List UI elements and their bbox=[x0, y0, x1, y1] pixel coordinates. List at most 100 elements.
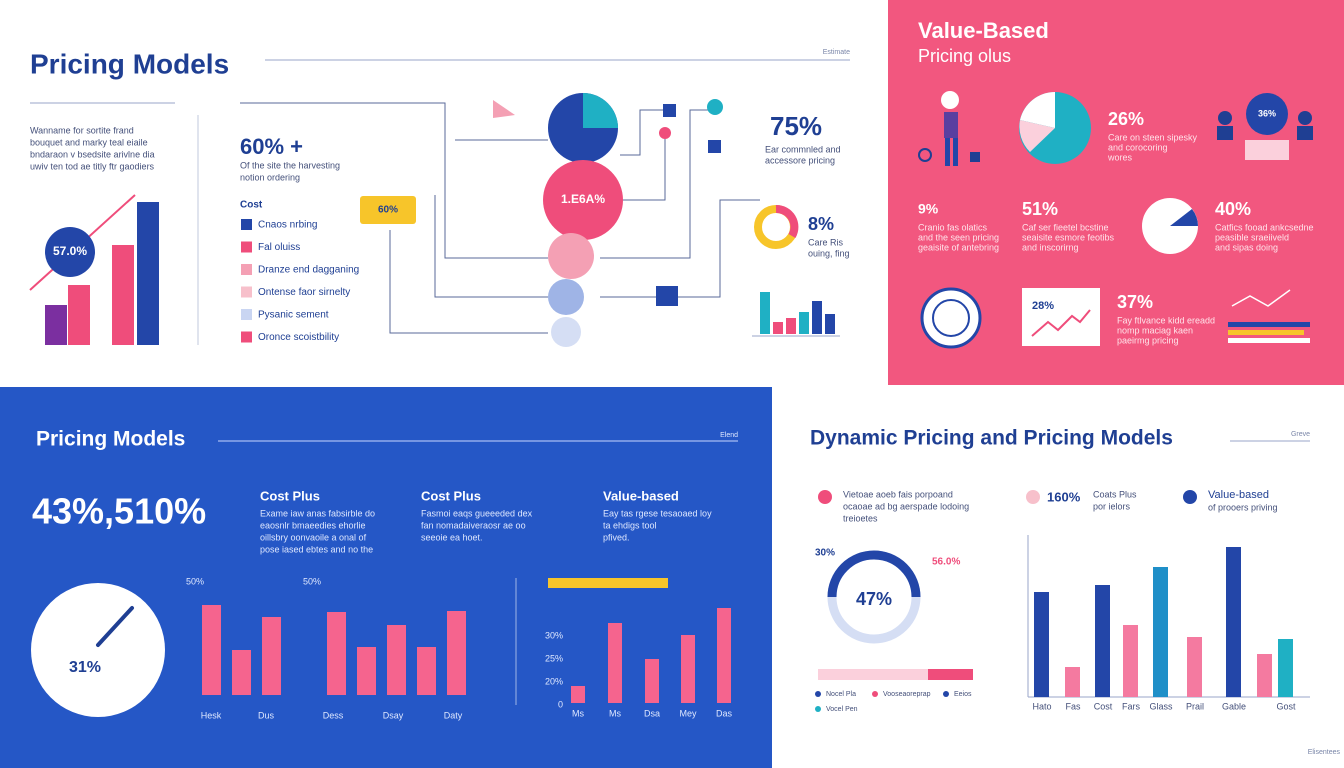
legend-dot bbox=[872, 691, 878, 697]
column-text: oillsbry oonvaoile a onal of bbox=[260, 532, 367, 542]
column-text: pfived. bbox=[603, 532, 630, 542]
node bbox=[663, 104, 676, 117]
legend: Cnaos nrbing Fal oluiss Dranze end daggani… bbox=[241, 219, 359, 343]
column-text: pose iased ebtes and no the bbox=[260, 544, 373, 554]
stack-icon bbox=[1228, 289, 1310, 343]
stat: 75% bbox=[770, 111, 822, 141]
column-text: seeoie ea hoet. bbox=[421, 532, 483, 542]
connectors bbox=[240, 102, 760, 334]
caption: Caf ser fieetel bcstine bbox=[1022, 222, 1109, 232]
progress bbox=[818, 669, 973, 680]
bar bbox=[387, 625, 406, 695]
legend-swatch bbox=[241, 309, 252, 320]
column-heading: Cost Plus bbox=[260, 488, 320, 503]
caption: and sipas doing bbox=[1215, 242, 1278, 252]
bar bbox=[262, 617, 281, 695]
bar-chart: Hato Fas Cost Fars Glass Prail Gable Gost bbox=[1032, 547, 1296, 711]
x-tick-label: Fars bbox=[1122, 701, 1141, 711]
pie-slice bbox=[1019, 120, 1055, 152]
tag: Estimate bbox=[823, 49, 850, 56]
icon bbox=[493, 100, 515, 118]
column-heading: Value-based bbox=[603, 488, 679, 503]
legend-swatch bbox=[241, 286, 252, 298]
column-text: Eay tas rgese tesaoaed loy bbox=[603, 508, 712, 518]
badge-label: 57.0% bbox=[53, 244, 87, 258]
column-heading: Cost Plus bbox=[421, 488, 481, 503]
intro: Wanname for sortite frand bouquet and mar… bbox=[30, 125, 155, 171]
x-tick-label: Dsay bbox=[383, 710, 404, 720]
bar bbox=[232, 650, 251, 695]
node bbox=[708, 140, 721, 153]
column-text: fan nomadaiveraosr ae oo bbox=[421, 520, 526, 530]
x-tick-label: Fas bbox=[1065, 701, 1081, 711]
caption: ouing, fing bbox=[808, 248, 850, 258]
bar bbox=[327, 612, 346, 695]
x-tick-label: Hesk bbox=[201, 710, 222, 720]
caption: geaisite of antebring bbox=[918, 242, 999, 252]
bar bbox=[1278, 639, 1293, 697]
bar-chart bbox=[45, 202, 159, 345]
bar bbox=[717, 608, 731, 703]
x-tick-label: Prail bbox=[1186, 701, 1204, 711]
bar bbox=[1065, 667, 1080, 697]
caption: Coats Plus bbox=[1093, 489, 1137, 499]
person-icon bbox=[918, 91, 980, 166]
node bbox=[656, 286, 678, 306]
gauge-needle bbox=[96, 606, 134, 647]
trend-line bbox=[1031, 309, 1091, 337]
ring-value: 47% bbox=[856, 589, 892, 609]
caption: Of the site the harvesting bbox=[240, 160, 340, 170]
bar bbox=[1034, 592, 1049, 697]
stat: 60% + bbox=[240, 134, 303, 159]
bar bbox=[681, 635, 695, 703]
x-tick-label: Cost bbox=[1094, 701, 1113, 711]
node bbox=[659, 127, 671, 139]
stat: 37% bbox=[1117, 292, 1153, 312]
ring-label: 30% bbox=[815, 548, 835, 559]
pie-slice bbox=[1020, 92, 1055, 128]
node bbox=[707, 99, 723, 115]
x-tick-label: Gable bbox=[1222, 701, 1246, 711]
heading: Value-based bbox=[1208, 489, 1269, 501]
x-tick-label: Hato bbox=[1032, 701, 1051, 711]
caption: Care Ris bbox=[808, 237, 844, 247]
bar bbox=[799, 312, 809, 334]
card-label: 28% bbox=[1032, 300, 1054, 312]
bar bbox=[45, 305, 67, 345]
column-text: Fasmoi eaqs gueeeded dex bbox=[421, 508, 533, 518]
legend-label: Dranze end dagganing bbox=[258, 265, 359, 276]
bar bbox=[447, 611, 466, 695]
tag: Elend bbox=[720, 432, 738, 439]
x-tick-label: Dus bbox=[258, 710, 275, 720]
circle bbox=[543, 160, 623, 240]
gauge-label: 31% bbox=[69, 659, 101, 676]
legend-label: Cnaos nrbing bbox=[258, 220, 317, 231]
x-tick-label: Mey bbox=[679, 708, 697, 718]
bullet bbox=[1183, 490, 1197, 504]
pie-slice bbox=[1170, 209, 1198, 226]
legend-label: Eeios bbox=[954, 691, 972, 698]
intro-line: bndaraon v bsedsite arivlne dia bbox=[30, 149, 155, 159]
column-text: ta ehdigs tool bbox=[603, 520, 657, 530]
legend-swatch bbox=[241, 219, 252, 230]
legend-label: Vocel Pen bbox=[826, 706, 858, 713]
bar bbox=[1153, 567, 1168, 697]
big-stat: 43%,510% bbox=[32, 491, 206, 532]
y-tick-label: 30% bbox=[545, 630, 563, 640]
stat: 51% bbox=[1022, 199, 1058, 219]
note: Vietoae aoeb fais porpoand bbox=[843, 489, 953, 499]
x-tick-label: Daty bbox=[444, 710, 463, 720]
bar bbox=[608, 623, 622, 703]
tag-label: 60% bbox=[378, 205, 398, 216]
badge-label: 36% bbox=[1258, 108, 1276, 118]
circle bbox=[548, 233, 594, 279]
intro-line: bouquet and marky teal eiaile bbox=[30, 137, 148, 147]
title: Pricing olus bbox=[918, 46, 1011, 66]
caption: and inscorirng bbox=[1022, 242, 1079, 252]
circle-label: 1.E6A% bbox=[561, 192, 605, 206]
bar bbox=[1226, 547, 1241, 697]
caption: por ielors bbox=[1093, 501, 1131, 511]
gauge bbox=[31, 583, 165, 717]
